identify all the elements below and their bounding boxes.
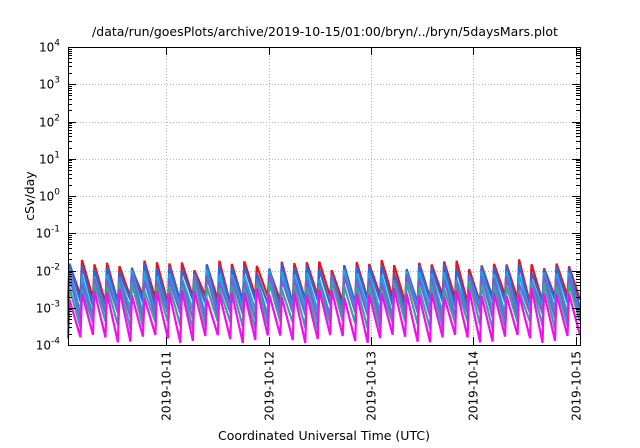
y-tick-label: 102: [39, 114, 60, 130]
x-tick-label: 2019-10-15: [570, 351, 584, 421]
y-tick-label: 104: [39, 39, 60, 55]
y-tick-label: 10-3: [36, 300, 60, 316]
y-tick-label: 103: [39, 76, 60, 92]
y-tick-label: 10-1: [36, 225, 60, 241]
tick-marks: [68, 47, 580, 346]
x-tick-label: 2019-10-11: [160, 351, 174, 421]
y-tick-label: 101: [39, 151, 60, 167]
y-axis-label: cSv/day: [22, 171, 37, 221]
plot-series: [66, 259, 582, 344]
y-tick-label: 10-2: [36, 263, 60, 279]
y-tick-label: 10-4: [36, 337, 61, 353]
x-axis-label: Coordinated Universal Time (UTC): [218, 428, 430, 443]
chart-title: /data/run/goesPlots/archive/2019-10-15/0…: [92, 24, 558, 39]
x-tick-label: 2019-10-12: [263, 351, 277, 421]
x-tick-label: 2019-10-14: [467, 351, 481, 421]
y-tick-label: 100: [39, 188, 60, 204]
data-series-line: [66, 287, 582, 344]
y-axis-tick-labels: 10-4 10-3 10-2 10-1 100 101 102 103 104: [36, 39, 61, 353]
x-tick-label: 2019-10-13: [365, 351, 379, 421]
x-axis-tick-labels: 2019-10-11 2019-10-12 2019-10-13 2019-10-14…: [160, 351, 584, 421]
